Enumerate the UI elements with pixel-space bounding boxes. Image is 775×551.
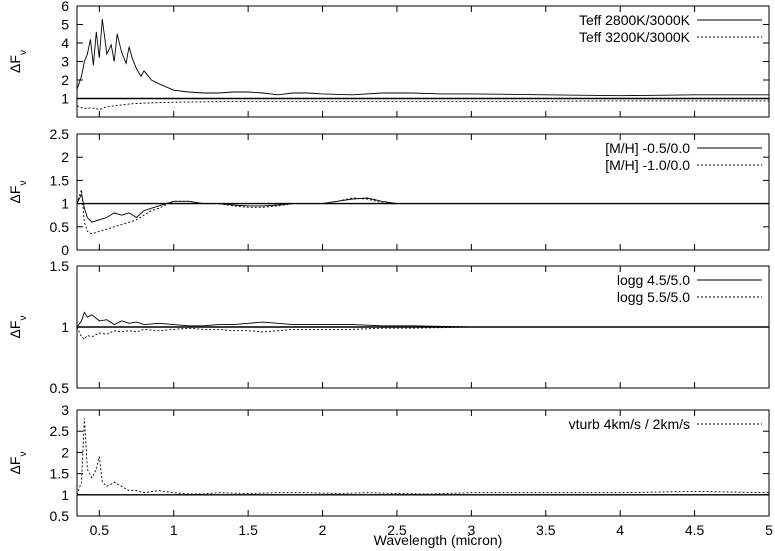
legend-label: Teff 2800K/3000K — [579, 12, 691, 28]
legend-label: [M/H] -0.5/0.0 — [605, 140, 690, 156]
legend-label: [M/H] -1.0/0.0 — [605, 157, 690, 173]
y-tick-label: 2.5 — [50, 126, 70, 142]
series-line-1 — [77, 326, 769, 340]
y-tick-label: 0.5 — [50, 380, 70, 396]
x-tick-label: 2.5 — [387, 522, 407, 538]
y-tick-label: 0 — [61, 242, 69, 258]
y-tick-label: 1 — [61, 196, 69, 212]
plot-frame — [76, 133, 770, 251]
series-line-0 — [77, 418, 769, 495]
y-tick-label: 1 — [61, 91, 69, 107]
series-line-0 — [77, 18, 769, 97]
x-tick-label: 0.5 — [90, 522, 110, 538]
panel-vturb: 0.5 1 1.5 2 2.5 3 0.5 1 1.5 2 2.5 3 3.5 4 4.5 5 ΔFν vturb… — [7, 402, 773, 538]
y-tick-label: 2 — [61, 149, 69, 165]
y-axis-title: ΔFν — [7, 316, 29, 339]
y-tick-label: 2.5 — [50, 423, 70, 439]
y-tick-label: 1.5 — [50, 466, 70, 482]
x-tick-label: 1 — [170, 522, 178, 538]
y-tick-label: 5 — [61, 17, 69, 33]
y-tick-label: 4 — [61, 35, 69, 51]
x-tick-label: 2 — [319, 522, 327, 538]
x-tick-label: 1.5 — [238, 522, 258, 538]
y-axis-title: ΔFν — [7, 452, 29, 475]
y-tick-label: 3 — [61, 402, 69, 418]
y-tick-label: 0.5 — [50, 508, 70, 524]
legend-label: vturb 4km/s / 2km/s — [569, 416, 690, 432]
y-tick-label: 1.5 — [50, 172, 70, 188]
legend-label: Teff 3200K/3000K — [579, 29, 691, 45]
x-tick-label: 4.5 — [685, 522, 705, 538]
series-line-0 — [77, 311, 769, 328]
panel-metallicity: 0 0.5 1 1.5 2 2.5 ΔFν [M/H] -0.5/0.0[M/H] -1.0/… — [7, 126, 770, 258]
y-tick-label: 1 — [61, 487, 69, 503]
y-tick-label: 2 — [61, 444, 69, 460]
y-tick-label: 3 — [61, 54, 69, 70]
x-tick-label: 3 — [467, 522, 475, 538]
x-axis-title: Wavelength (micron) — [374, 532, 503, 548]
series-line-1 — [77, 100, 769, 111]
series-line-0 — [77, 192, 769, 223]
legend-label: logg 5.5/5.0 — [617, 289, 690, 305]
legend-label: logg 4.5/5.0 — [617, 272, 690, 288]
y-axis-title: ΔFν — [7, 181, 29, 204]
y-tick-label: 1 — [61, 319, 69, 335]
y-tick-label: 0.5 — [50, 219, 70, 235]
x-tick-label: 4 — [616, 522, 624, 538]
y-tick-label: 2 — [61, 72, 69, 88]
y-tick-label: 1.5 — [50, 258, 70, 274]
y-axis-title: ΔFν — [7, 50, 29, 73]
x-tick-label: 3.5 — [536, 522, 556, 538]
series-line-1 — [77, 189, 769, 235]
plot-frame — [76, 409, 770, 517]
y-tick-label: 6 — [61, 0, 69, 14]
x-tick-label: 5 — [765, 522, 773, 538]
